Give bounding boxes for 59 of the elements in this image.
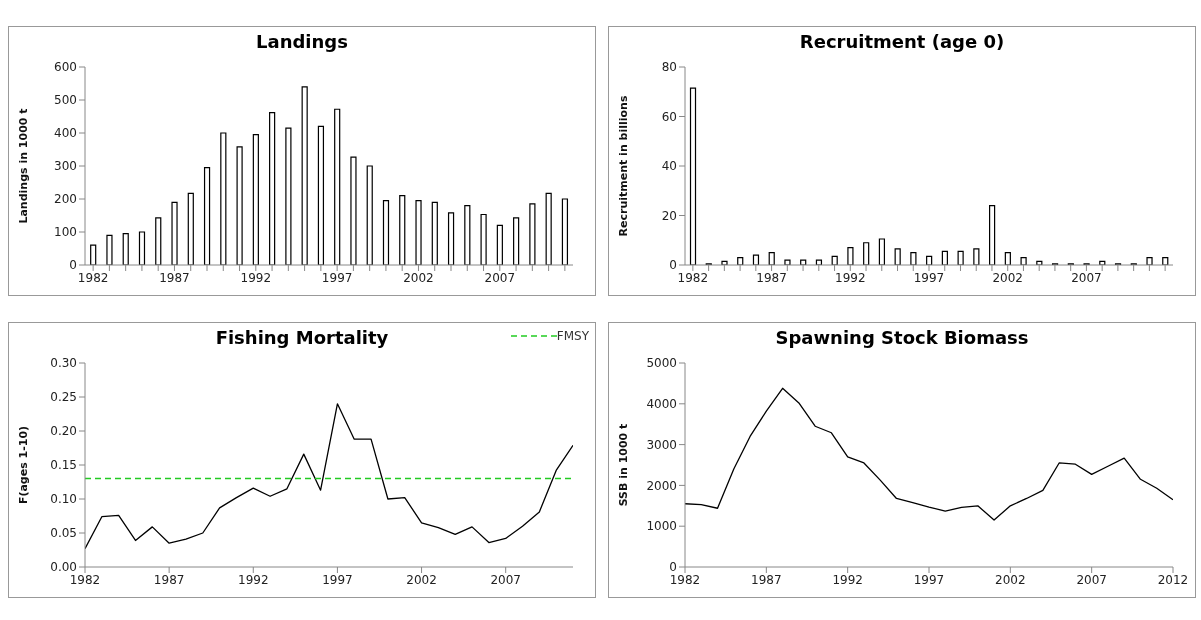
y-axis-title: SSB in 1000 t [616, 423, 630, 507]
y-tick-label: 40 [661, 159, 677, 174]
x-tick-label: 1997 [913, 270, 945, 285]
x-tick-label: 1987 [756, 270, 787, 285]
y-tick-label: 20 [661, 208, 677, 223]
x-tick-label: 1992 [832, 572, 863, 587]
y-tick-label: 80 [661, 60, 677, 75]
y-tick-label: 60 [661, 109, 677, 124]
y-tick-label: 4000 [646, 397, 677, 412]
x-tick-label: 2012 [1157, 572, 1189, 587]
y-tick-label: 300 [54, 159, 77, 174]
x-tick-label: 1982 [77, 270, 109, 285]
y-axis-title: F(ages 1-10) [16, 425, 30, 505]
y-tick-label: 600 [54, 60, 77, 75]
x-tick-label: 1982 [669, 572, 701, 587]
y-tick-label: 100 [54, 225, 77, 240]
chart-title: Fishing Mortality [215, 327, 389, 348]
y-tick-label: 0.15 [50, 458, 77, 473]
x-tick-label: 1997 [321, 270, 353, 285]
x-tick-label: 2002 [406, 572, 437, 587]
y-axis-title: Landings in 1000 t [16, 108, 30, 224]
x-tick-label: 1982 [677, 270, 709, 285]
x-tick-label: 1997 [913, 572, 945, 587]
y-tick-label: 500 [54, 93, 77, 108]
y-tick-label: 400 [54, 126, 77, 141]
legend-label: FMSY [556, 329, 589, 343]
y-tick-label: 200 [54, 192, 77, 207]
chart-title: Spawning Stock Biomass [774, 327, 1030, 348]
x-tick-label: 2002 [995, 572, 1026, 587]
x-tick-label: 2002 [992, 270, 1023, 285]
y-tick-label: 0 [69, 258, 77, 273]
y-tick-label: 0 [669, 258, 677, 273]
y-tick-label: 0.25 [50, 390, 77, 405]
y-tick-label: 5000 [646, 356, 677, 371]
x-tick-label: 2007 [1071, 270, 1102, 285]
y-tick-label: 0.00 [50, 560, 77, 575]
x-tick-label: 2007 [484, 270, 516, 285]
y-tick-label: 0.20 [50, 424, 77, 439]
x-tick-label: 2007 [490, 572, 521, 587]
y-tick-label: 2000 [646, 478, 677, 493]
x-tick-label: 1982 [69, 572, 101, 587]
x-tick-label: 1987 [159, 270, 190, 285]
y-tick-label: 0 [669, 560, 677, 575]
y-tick-label: 0.30 [50, 356, 77, 371]
x-tick-label: 2002 [403, 270, 434, 285]
y-tick-label: 1000 [646, 519, 677, 534]
y-tick-label: 3000 [646, 437, 677, 452]
chart-title: Recruitment (age 0) [798, 31, 1006, 52]
y-tick-label: 0.10 [50, 492, 77, 507]
x-tick-label: 1992 [238, 572, 269, 587]
x-tick-label: 1992 [835, 270, 866, 285]
x-tick-label: 1992 [240, 270, 272, 285]
x-tick-label: 2007 [1076, 572, 1107, 587]
x-tick-label: 1997 [322, 572, 353, 587]
x-tick-label: 1987 [153, 572, 185, 587]
x-tick-label: 1987 [751, 572, 782, 587]
y-axis-title: Recruitment in billions [616, 95, 630, 237]
chart-title: Landings [255, 31, 349, 52]
y-tick-label: 0.05 [50, 526, 77, 541]
